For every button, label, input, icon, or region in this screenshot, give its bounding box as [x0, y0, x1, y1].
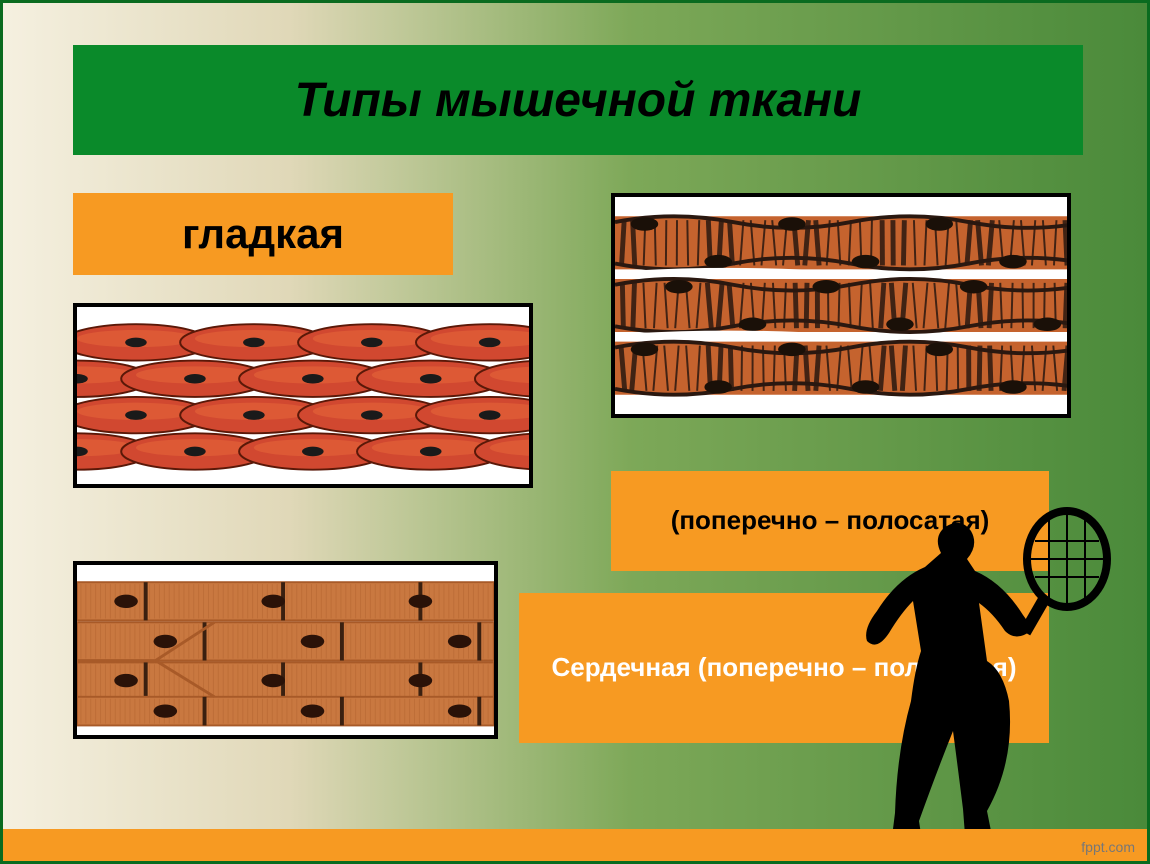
- cardiac-muscle-svg: [77, 565, 494, 735]
- title-bar: Типы мышечной ткани: [73, 45, 1083, 155]
- label-smooth-text: гладкая: [182, 207, 344, 262]
- silhouette-svg: [817, 501, 1117, 861]
- tennis-player-silhouette: [817, 501, 1117, 861]
- image-striated-muscle: [611, 193, 1071, 418]
- footer-text: fppt.com: [1081, 839, 1135, 855]
- footer-bar: [3, 829, 1147, 861]
- slide-title: Типы мышечной ткани: [295, 73, 862, 128]
- striated-muscle-svg: [615, 197, 1067, 414]
- image-cardiac-muscle: [73, 561, 498, 739]
- label-smooth: гладкая: [73, 193, 453, 275]
- slide: Типы мышечной ткани гладкая (поперечно –…: [0, 0, 1150, 864]
- smooth-muscle-svg: [77, 307, 529, 484]
- image-smooth-muscle: [73, 303, 533, 488]
